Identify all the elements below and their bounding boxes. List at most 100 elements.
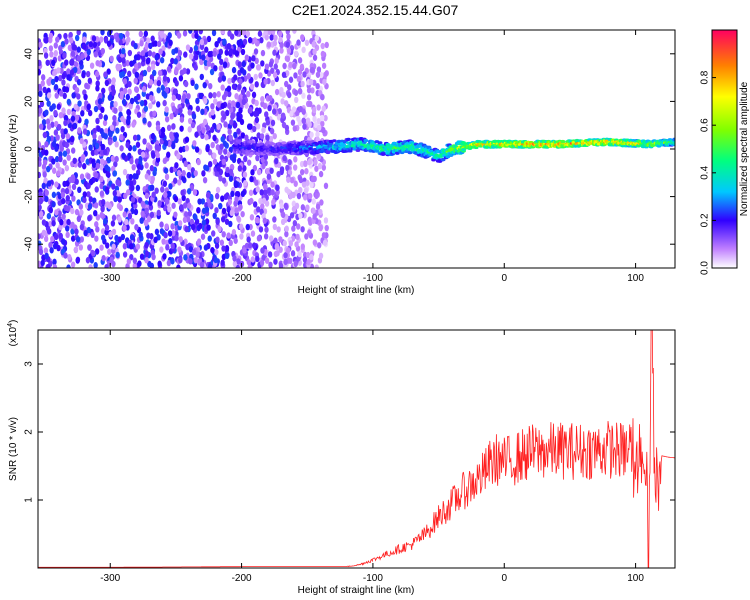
heatmap-noise-cell [70, 261, 76, 268]
y-tick-label: 40 [24, 48, 35, 60]
heatmap-noise-cell [92, 197, 97, 204]
heatmap-noise-cell [278, 262, 284, 268]
heatmap-noise-cell [66, 218, 71, 226]
spectrogram-y-label: Frequency (Hz) [8, 115, 19, 184]
heatmap-noise-cell [270, 79, 275, 87]
heatmap-noise-cell [221, 253, 227, 261]
heatmap-noise-cell [53, 109, 58, 117]
heatmap-noise-cell [260, 247, 265, 254]
heatmap-noise-cell [44, 252, 49, 260]
heatmap-noise-cell [143, 219, 149, 226]
heatmap-noise-cell [293, 156, 298, 163]
heatmap-noise-cell [286, 47, 292, 55]
heatmap-noise-cell [242, 171, 248, 178]
heatmap-noise-cell [51, 103, 56, 110]
heatmap-noise-cell [170, 258, 175, 265]
snr-x-ticks: -300 -200 -100 0 100 [100, 330, 644, 584]
heatmap-noise-cell [226, 42, 232, 50]
heatmap-noise-cell [43, 37, 49, 44]
heatmap-noise-cell [144, 250, 150, 258]
heatmap-noise-cell [233, 74, 238, 81]
heatmap-noise-cell [216, 165, 221, 172]
heatmap-noise-cell [301, 92, 306, 99]
heatmap-noise-cell [43, 52, 49, 59]
heatmap-noise-cell [132, 262, 137, 268]
heatmap-noise-cell [171, 123, 176, 130]
heatmap-noise-cell [52, 242, 58, 250]
heatmap-noise-cell [77, 161, 83, 168]
heatmap-noise-cell [193, 44, 199, 52]
heatmap-noise-cell [234, 30, 239, 36]
heatmap-noise-cell [118, 105, 123, 113]
heatmap-noise-cell [54, 181, 59, 188]
heatmap-noise-cell [81, 43, 87, 50]
heatmap-noise-cell [179, 116, 185, 123]
heatmap-noise-cell [61, 197, 66, 205]
heatmap-noise-cell [316, 117, 321, 125]
heatmap-noise-cell [291, 191, 296, 199]
heatmap-noise-cell [104, 79, 110, 87]
heatmap-noise-cell [311, 207, 316, 215]
heatmap-noise-cell [174, 67, 179, 75]
heatmap-noise-cell [224, 218, 230, 225]
heatmap-noise-cell [46, 212, 52, 220]
heatmap-noise-cell [311, 41, 316, 48]
heatmap-noise-cell [219, 239, 225, 246]
heatmap-noise-cell [279, 202, 284, 209]
heatmap-noise-cell [224, 49, 229, 56]
heatmap-noise-cell [93, 105, 99, 113]
heatmap-noise-cell [97, 98, 103, 105]
heatmap-noise-cell [69, 37, 74, 44]
heatmap-noise-cell [193, 214, 198, 221]
heatmap-noise-cell [144, 241, 149, 249]
heatmap-noise-cell [191, 113, 197, 120]
heatmap-noise-cell [159, 221, 164, 228]
heatmap-noise-cell [311, 198, 316, 205]
heatmap-noise-cell [79, 236, 85, 243]
spectrogram-cells [38, 30, 675, 268]
heatmap-noise-cell [159, 32, 165, 39]
heatmap-noise-cell [307, 121, 312, 128]
heatmap-noise-cell [178, 75, 184, 82]
heatmap-noise-cell [122, 168, 128, 176]
heatmap-noise-cell [95, 80, 100, 87]
heatmap-noise-cell [151, 152, 156, 159]
heatmap-noise-cell [196, 238, 202, 245]
heatmap-noise-cell [54, 92, 59, 99]
y-tick-label: -20 [24, 189, 35, 204]
heatmap-noise-cell [148, 204, 154, 211]
heatmap-noise-cell [132, 257, 138, 264]
heatmap-noise-cell [160, 131, 166, 139]
heatmap-noise-cell [229, 163, 235, 171]
heatmap-noise-cell [107, 138, 113, 146]
heatmap-noise-cell [133, 54, 139, 61]
heatmap-noise-cell [153, 236, 158, 244]
heatmap-noise-cell [160, 126, 166, 134]
heatmap-noise-cell [135, 141, 141, 148]
heatmap-noise-cell [263, 78, 268, 85]
heatmap-noise-cell [252, 201, 258, 208]
heatmap-noise-cell [44, 149, 49, 156]
snr-y-scale-label: (x104) [7, 320, 19, 347]
heatmap-noise-cell [239, 118, 245, 126]
heatmap-noise-cell [140, 210, 145, 217]
heatmap-signal-cell [391, 141, 397, 145]
heatmap-noise-cell [280, 211, 286, 219]
heatmap-noise-cell [292, 62, 297, 70]
heatmap-noise-cell [255, 123, 261, 130]
heatmap-noise-cell [313, 159, 318, 166]
heatmap-noise-cell [155, 124, 161, 132]
heatmap-noise-cell [84, 82, 89, 89]
heatmap-noise-cell [287, 158, 292, 166]
heatmap-noise-cell [165, 244, 170, 251]
heatmap-noise-cell [247, 242, 253, 249]
heatmap-noise-cell [99, 164, 104, 171]
x-tick-label: -100 [363, 273, 383, 284]
heatmap-noise-cell [306, 87, 312, 94]
colorbar-frame [711, 29, 738, 269]
heatmap-noise-cell [274, 88, 280, 96]
heatmap-noise-cell [179, 204, 184, 211]
heatmap-noise-cell [236, 128, 241, 135]
heatmap-noise-cell [61, 72, 66, 80]
heatmap-noise-cell [264, 63, 270, 70]
